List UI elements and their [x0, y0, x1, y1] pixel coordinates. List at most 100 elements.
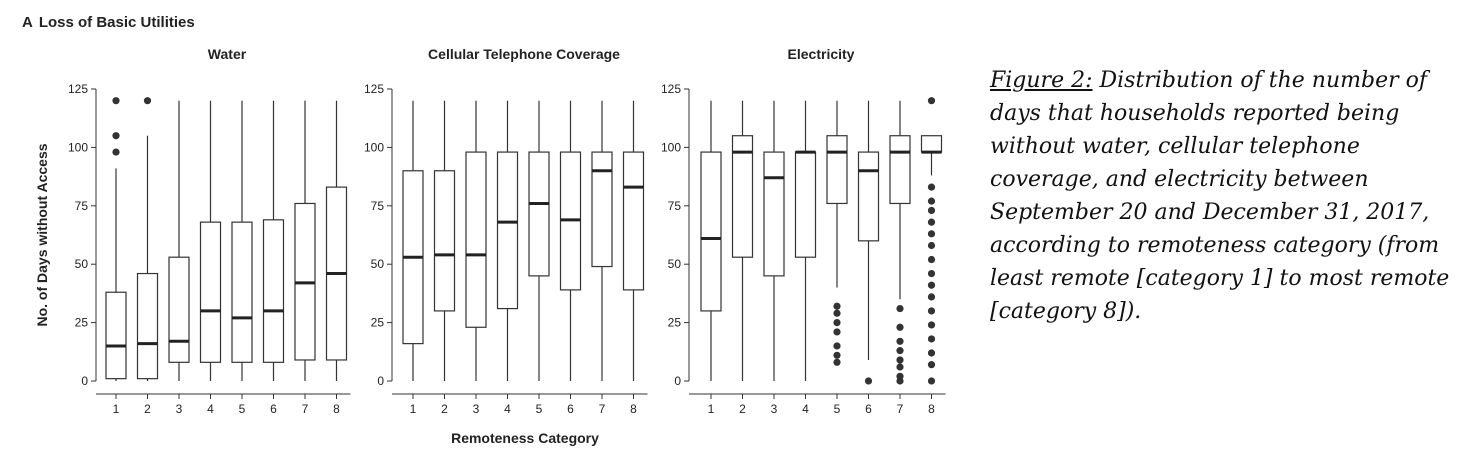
iqr-box — [857, 151, 880, 242]
outlier-point — [927, 206, 936, 215]
outlier-point — [927, 197, 936, 205]
outlier-point — [896, 363, 904, 371]
x-tick-label: 8 — [928, 402, 935, 416]
outlier-point — [896, 323, 904, 331]
outlier-point — [896, 337, 904, 345]
iqr-box — [591, 151, 613, 268]
outlier-point — [864, 377, 873, 385]
outlier-point — [927, 349, 936, 357]
y-tick-label: 50 — [668, 257, 682, 271]
panel-label: A Loss of Basic Utilities — [22, 14, 195, 31]
outlier-point — [833, 351, 841, 359]
x-tick-label: 1 — [708, 402, 715, 416]
y-tick-label: 100 — [364, 140, 384, 154]
outlier-point — [927, 321, 936, 329]
box-1 — [700, 100, 722, 381]
x-tick-label: 7 — [302, 402, 309, 416]
y-tick-label: 100 — [661, 140, 681, 154]
box-8 — [622, 100, 645, 381]
x-tick-label: 8 — [333, 402, 340, 416]
y-tick-label: 0 — [674, 374, 681, 388]
box-7 — [294, 100, 316, 381]
outlier-point — [927, 281, 936, 289]
chart-panel-2: Cellular Telephone Coverage0255075100125… — [364, 46, 648, 416]
y-axis-label: No. of Days without Access — [34, 143, 50, 326]
box-4 — [794, 100, 817, 381]
iqr-box — [199, 221, 222, 363]
y-tick-label: 100 — [68, 140, 88, 154]
outlier-point — [896, 304, 904, 313]
iqr-box — [496, 151, 519, 310]
box-6 — [559, 100, 582, 381]
box-5 — [826, 100, 848, 366]
chart-panel-3: Electricity 0 25 50 75 100 125 1 2 3 4 5 6 7 8 — [661, 46, 946, 416]
outlier-point — [927, 361, 936, 369]
y-tick-label: 75 — [371, 199, 385, 213]
y-tick-label: 50 — [75, 257, 89, 271]
iqr-box — [262, 219, 285, 363]
iqr-box — [889, 135, 911, 205]
box-4 — [496, 100, 519, 381]
caption-label: Figure 2: — [990, 68, 1093, 93]
x-tick-label: 4 — [802, 402, 809, 416]
outlier-point — [112, 148, 120, 156]
x-tick-label: 7 — [599, 402, 606, 416]
y-tick-label: 25 — [371, 316, 385, 330]
iqr-box — [622, 151, 645, 291]
figure-caption: Figure 2: Distribution of the number of … — [990, 64, 1470, 328]
box-7 — [591, 100, 613, 381]
y-tick-label: 75 — [75, 199, 89, 213]
outlier-point — [927, 377, 936, 385]
x-tick-label: 1 — [113, 402, 120, 416]
outlier-point — [927, 255, 936, 264]
chart-title: Cellular Telephone Coverage — [428, 46, 620, 62]
y-tick-label: 125 — [68, 82, 88, 96]
box-8 — [920, 97, 943, 385]
outlier-point — [927, 307, 936, 315]
chart-title: Electricity — [788, 46, 855, 62]
outlier-point — [833, 342, 841, 350]
box-6 — [857, 100, 880, 385]
x-tick-label: 8 — [630, 402, 637, 416]
outlier-point — [833, 302, 841, 310]
outlier-point — [143, 97, 152, 105]
x-tick-label: 3 — [473, 402, 480, 416]
x-tick-label: 7 — [897, 402, 904, 416]
iqr-box — [465, 151, 487, 328]
chart-title: Water — [208, 46, 247, 62]
y-tick-label: 25 — [668, 316, 682, 330]
iqr-box — [763, 151, 785, 277]
outlier-point — [833, 328, 841, 336]
panel-title: Loss of Basic Utilities — [38, 14, 195, 31]
outlier-point — [927, 293, 936, 301]
iqr-box — [105, 291, 127, 380]
y-tick-label: 125 — [661, 82, 681, 96]
outlier-point — [927, 241, 936, 250]
iqr-box — [700, 151, 722, 312]
x-tick-label: 1 — [410, 402, 417, 416]
outlier-point — [927, 218, 936, 226]
x-axis-label: Remoteness Category — [451, 430, 599, 446]
panel-letter: A — [22, 14, 33, 31]
box-5 — [231, 100, 253, 381]
y-tick-label: 50 — [371, 257, 385, 271]
box-2 — [433, 100, 456, 381]
box-3 — [168, 100, 190, 381]
box-1 — [402, 100, 424, 381]
outlier-point — [896, 372, 904, 380]
outlier-point — [927, 97, 936, 105]
x-tick-label: 4 — [504, 402, 511, 416]
caption-text: Distribution of the number of days that … — [990, 68, 1450, 324]
outlier-point — [833, 319, 841, 327]
outlier-point — [112, 97, 120, 105]
box-3 — [763, 100, 785, 381]
iqr-box — [433, 170, 456, 312]
y-tick-label: 0 — [81, 374, 88, 388]
x-tick-label: 5 — [536, 402, 543, 416]
x-tick-label: 2 — [441, 402, 448, 416]
iqr-box — [231, 221, 253, 363]
x-tick-label: 3 — [771, 402, 778, 416]
outlier-point — [927, 230, 936, 238]
x-tick-label: 2 — [144, 402, 151, 416]
box-6 — [262, 100, 285, 381]
